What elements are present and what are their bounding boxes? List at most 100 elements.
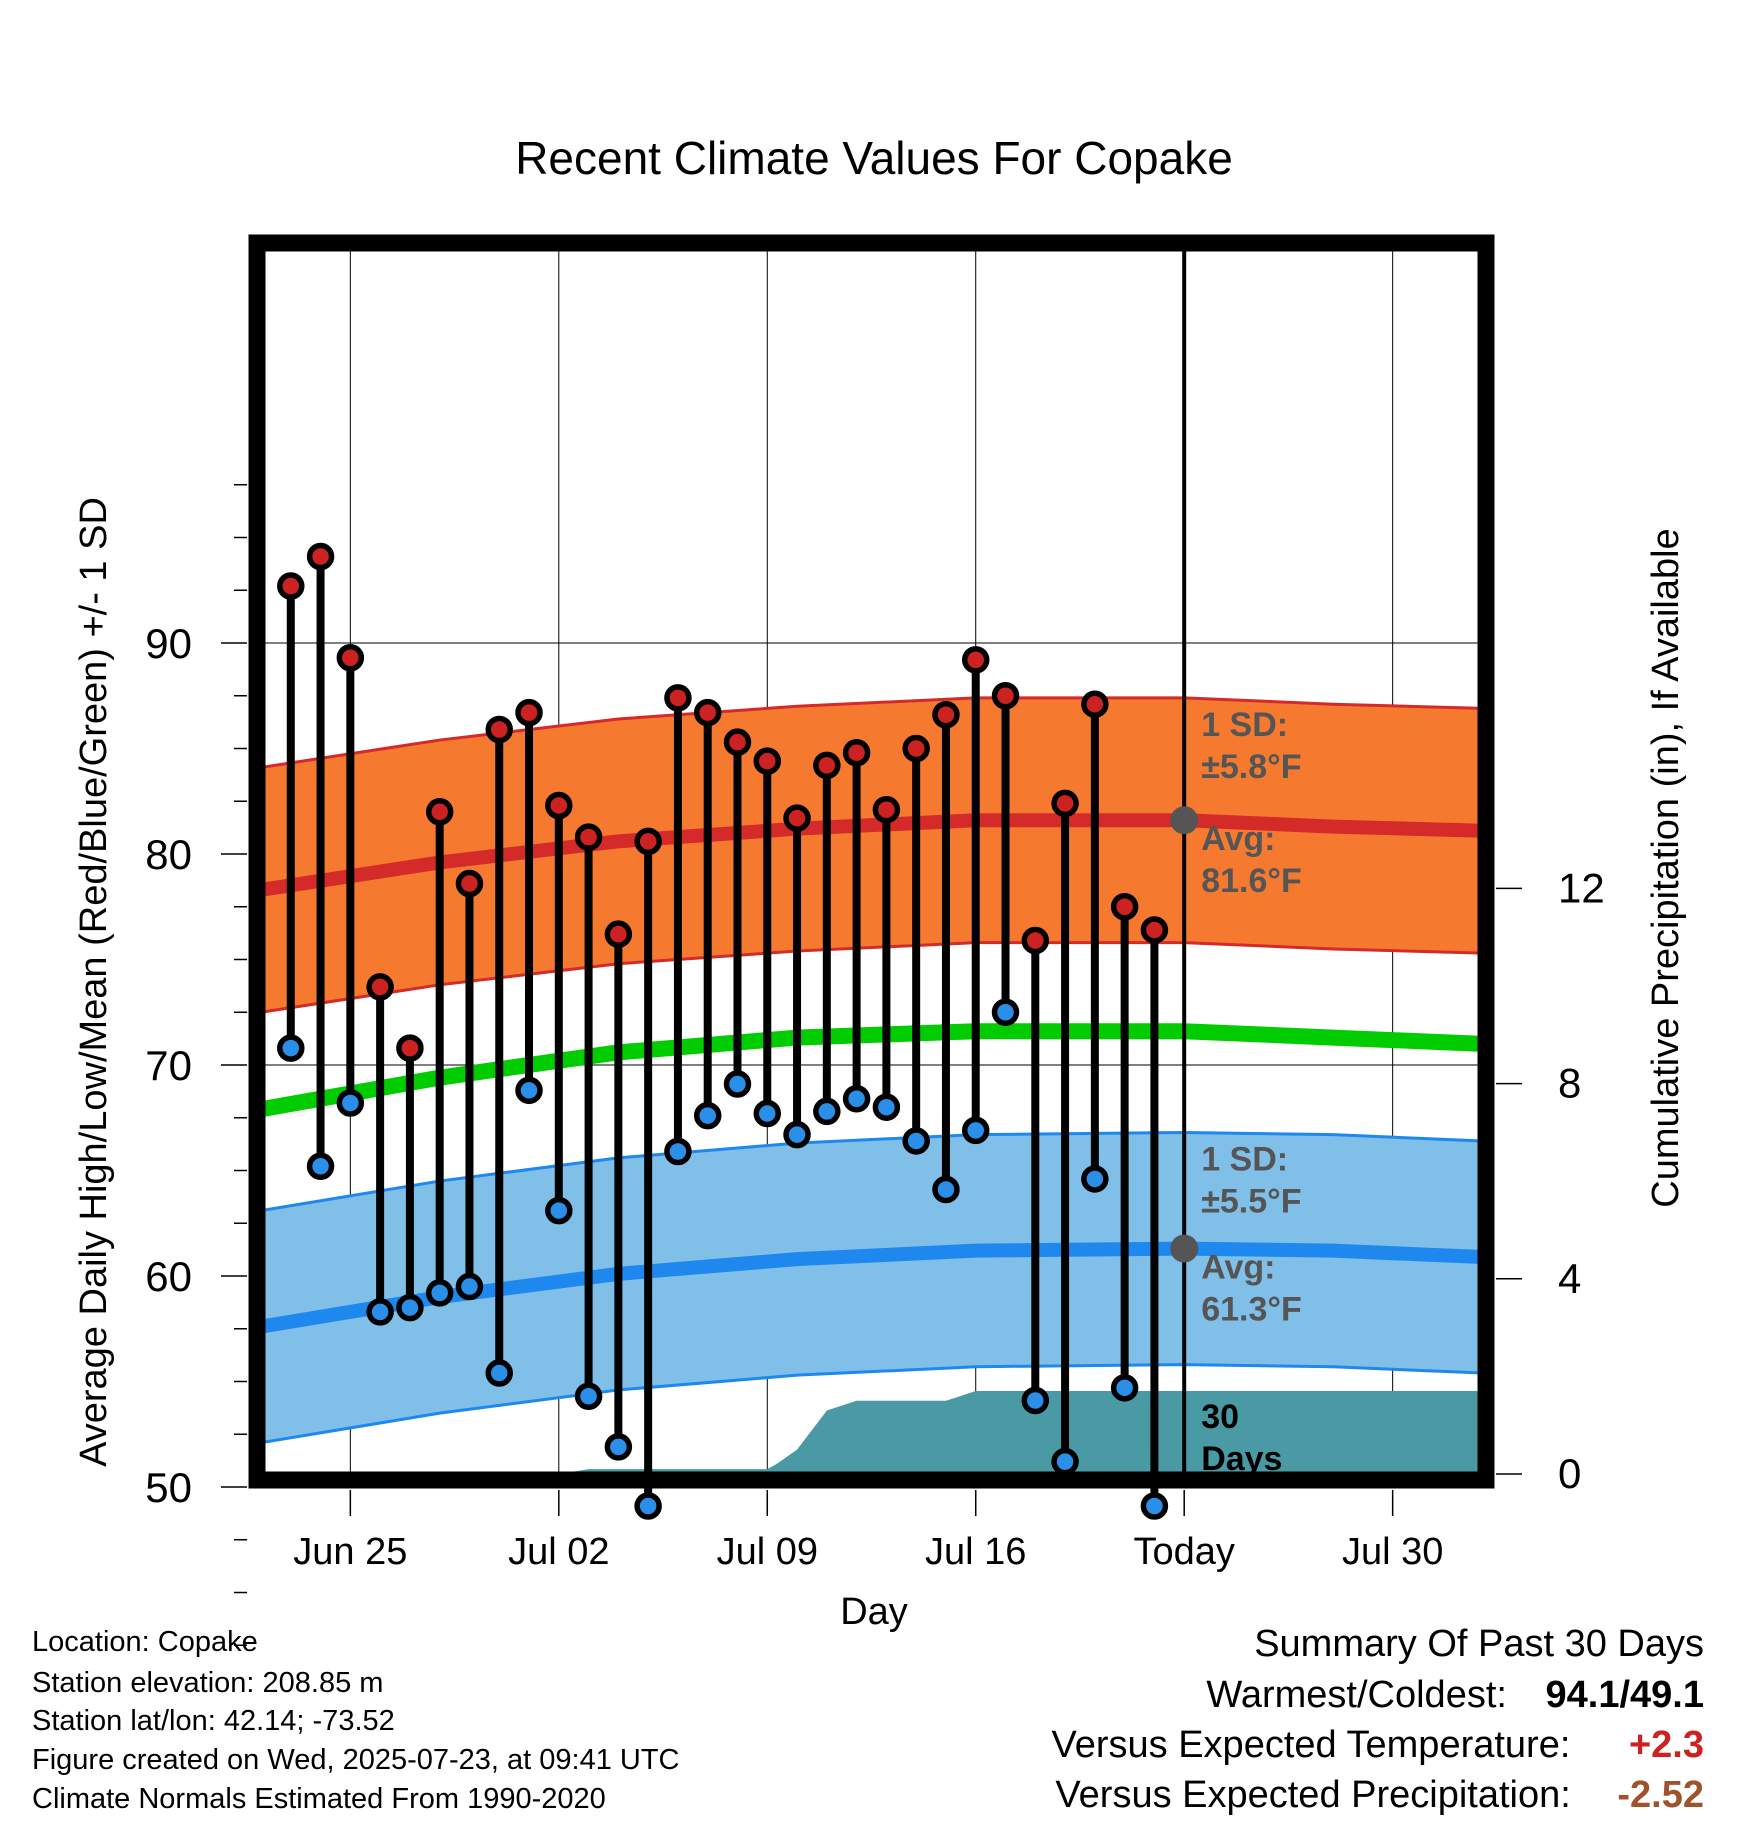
daily-low-point — [366, 1298, 394, 1326]
precip-cumulative-area — [261, 1391, 1482, 1474]
daily-high-point — [485, 715, 513, 744]
info-normals: Climate Normals Estimated From 1990-2020 — [32, 1783, 606, 1815]
daily-high-point — [277, 572, 305, 600]
daily-high-point — [723, 728, 752, 756]
daily-low-point — [872, 1093, 901, 1121]
y-tick-label: 60 — [145, 1253, 192, 1300]
daily-low-point — [1140, 1492, 1169, 1520]
info-created: Figure created on Wed, 2025-07-23, at 09… — [32, 1744, 680, 1776]
y2-tick-label: 4 — [1558, 1255, 1581, 1302]
daily-high-point — [455, 869, 484, 898]
daily-high-point — [574, 823, 603, 851]
daily-high-point — [366, 973, 394, 1001]
high-avg-today-marker — [1170, 806, 1199, 835]
daily-points — [277, 542, 1169, 1520]
window-annotation: 30 — [1201, 1398, 1239, 1436]
x-tick-label: Jul 16 — [925, 1531, 1026, 1573]
daily-low-point — [277, 1034, 305, 1062]
high-sd-annotation: 1 SD: — [1201, 706, 1288, 744]
low-avg-annotation: 61.3°F — [1201, 1291, 1302, 1329]
daily-high-point — [1081, 690, 1109, 718]
daily-low-point — [813, 1097, 841, 1126]
daily-high-point — [842, 738, 871, 767]
y-axis-label: Average Daily High/Low/Mean (Red/Blue/Gr… — [73, 497, 115, 1467]
low-avg-today-marker — [1170, 1234, 1199, 1263]
y2-tick-label: 0 — [1558, 1450, 1581, 1497]
daily-low-point — [1081, 1165, 1109, 1193]
daily-low-point — [842, 1085, 871, 1113]
daily-low-point — [545, 1196, 573, 1225]
annotations: 1 SD: ±5.8°F Avg: 81.6°F 1 SD: ±5.5°F Avg: 61.3… — [1170, 706, 1302, 1478]
daily-low-point — [336, 1089, 365, 1117]
daily-high-point — [396, 1034, 424, 1062]
daily-low-point — [485, 1359, 513, 1387]
info-latlon: Station lat/lon: 42.14; -73.52 — [32, 1705, 395, 1737]
daily-low-point — [396, 1293, 424, 1322]
precipitation-area — [261, 1391, 1482, 1474]
daily-high-point — [604, 920, 633, 948]
daily-low-point — [1021, 1386, 1050, 1415]
y-tick-label: 90 — [145, 620, 192, 667]
summary-precipitation-label: Versus Expected Precipitation: — [1055, 1774, 1571, 1816]
daily-high-point — [813, 751, 841, 780]
daily-low-point — [932, 1175, 960, 1204]
daily-low-point — [604, 1433, 633, 1461]
daily-high-point — [902, 734, 930, 763]
daily-high-point — [336, 644, 365, 672]
daily-low-point — [455, 1272, 484, 1301]
daily-low-point — [574, 1382, 603, 1411]
daily-low-point — [515, 1076, 543, 1105]
high-band-upper-edge — [260, 696, 1483, 769]
x-tick-label: Jul 09 — [717, 1531, 818, 1573]
high-sd-annotation: ±5.8°F — [1201, 748, 1301, 786]
plot-border — [248, 234, 1495, 1489]
daily-range-bars — [286, 556, 1159, 1506]
summary-precipitation: Versus Expected Precipitation: -2.52 — [1055, 1774, 1704, 1817]
daily-high-point — [783, 804, 811, 832]
daily-high-point — [545, 791, 573, 820]
summary-warmest-coldest: Warmest/Coldest: 94.1/49.1 — [1206, 1674, 1704, 1717]
x-tick-label: Jul 02 — [508, 1531, 609, 1573]
axes: 50 60 70 80 90 0 4 8 12 Jun 25 Jul 02 Jul 09 Jul 16 T… — [145, 484, 1605, 1646]
daily-high-point — [932, 700, 960, 729]
daily-high-point — [1110, 893, 1139, 921]
daily-low-point — [991, 998, 1020, 1026]
summary-temperature-label: Versus Expected Temperature: — [1051, 1724, 1571, 1766]
daily-high-point — [634, 827, 662, 856]
daily-high-point — [991, 682, 1020, 710]
low-sd-annotation: 1 SD: — [1201, 1141, 1288, 1179]
summary-temperature: Versus Expected Temperature: +2.3 — [1051, 1724, 1704, 1767]
daily-low-point — [723, 1070, 752, 1098]
daily-high-point — [1140, 916, 1169, 944]
daily-low-point — [634, 1492, 662, 1520]
chart-title: Recent Climate Values For Copake — [515, 132, 1233, 184]
x-tick-label: Today — [1133, 1531, 1234, 1573]
x-tick-label: Jun 25 — [293, 1531, 407, 1573]
y-tick-label: 80 — [145, 831, 192, 878]
high-sd-band — [261, 697, 1482, 1013]
y2-axis-label: Cumulative Precipitation (in), If Availa… — [1645, 528, 1687, 1207]
info-location: Location: Copake — [32, 1626, 258, 1658]
low-avg-annotation: Avg: — [1201, 1249, 1275, 1287]
low-sd-annotation: ±5.5°F — [1201, 1183, 1301, 1221]
daily-high-point — [664, 684, 692, 712]
daily-low-point — [693, 1101, 722, 1130]
daily-low-point — [783, 1120, 811, 1149]
y2-tick-label: 12 — [1558, 864, 1605, 911]
x-axis-label: Day — [840, 1591, 908, 1633]
info-elevation: Station elevation: 208.85 m — [32, 1667, 384, 1699]
summary-heading: Summary Of Past 30 Days — [1254, 1623, 1704, 1665]
x-tick-label: Jul 30 — [1342, 1531, 1443, 1573]
daily-high-point — [306, 542, 335, 571]
daily-high-point — [1021, 926, 1050, 955]
daily-low-point — [664, 1137, 692, 1166]
daily-low-point — [753, 1099, 782, 1128]
daily-high-point — [872, 795, 901, 824]
summary-warmest-coldest-label: Warmest/Coldest: — [1206, 1674, 1507, 1716]
daily-high-point — [425, 798, 454, 826]
daily-low-point — [425, 1279, 454, 1307]
daily-low-point — [961, 1116, 990, 1145]
daily-low-point — [902, 1127, 930, 1155]
plot-frame — [248, 234, 1495, 1489]
